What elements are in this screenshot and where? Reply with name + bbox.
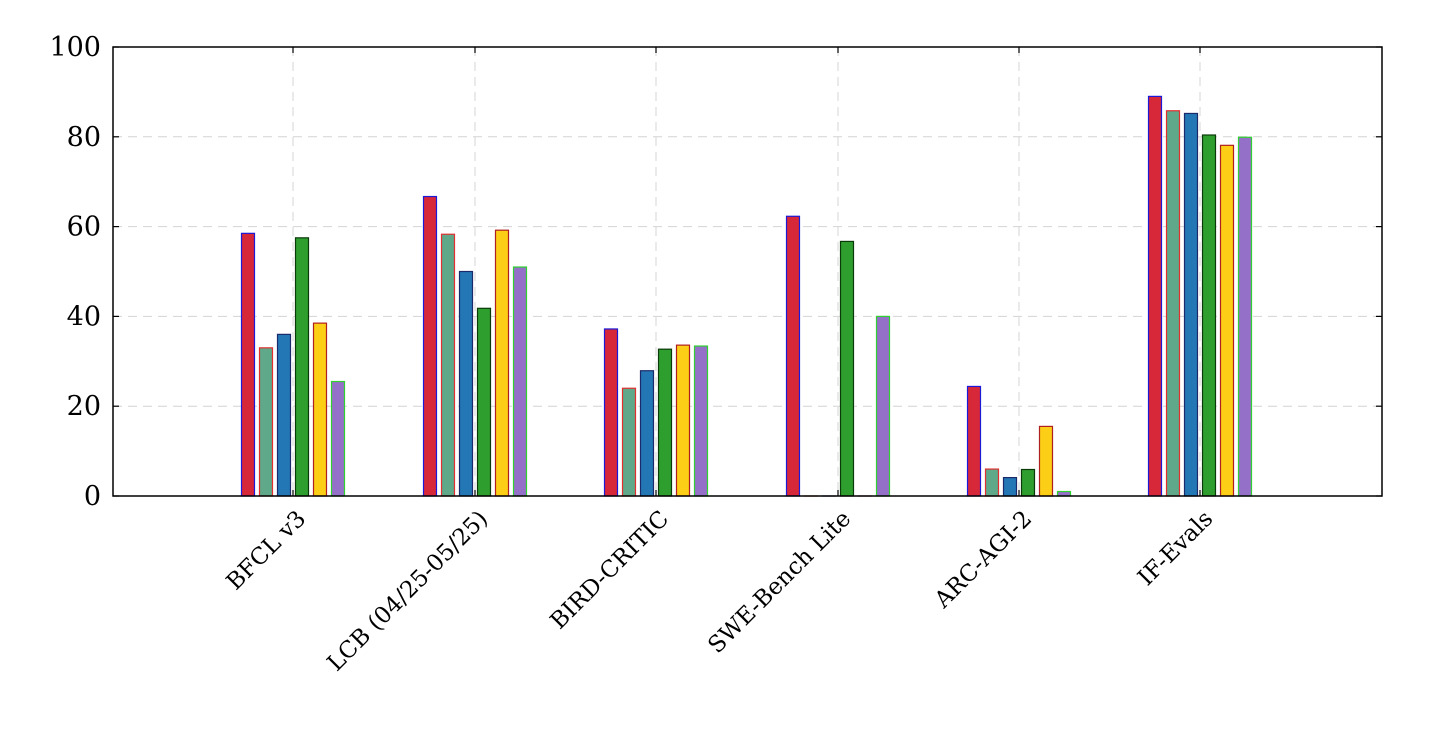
- bar: [621, 387, 637, 497]
- bar: [603, 328, 619, 497]
- bar: [657, 348, 673, 497]
- x-tick-label: LCB (04/25-05/25): [323, 506, 494, 677]
- bar: [1147, 95, 1163, 497]
- bar-series-6: [330, 136, 1253, 497]
- bar-series-2: [258, 110, 1181, 497]
- x-axis: BFCL v3 LCB (04/25-05/25) BIRD-CRITIC SWE-B…: [222, 47, 1218, 677]
- bar: [675, 344, 691, 497]
- bar: [875, 315, 891, 497]
- y-tick-label: 80: [67, 122, 101, 153]
- bar: [984, 468, 1000, 497]
- plot-frame: [112, 46, 1383, 497]
- bar: [1201, 134, 1217, 497]
- bar: [1020, 468, 1036, 497]
- y-tick-label: 20: [67, 391, 101, 422]
- bar: [240, 232, 256, 497]
- bar: [312, 322, 328, 497]
- bar: [966, 385, 982, 497]
- bar-series: [240, 95, 1253, 497]
- x-tick-label: BFCL v3: [222, 506, 312, 596]
- bar-series-1: [240, 95, 1163, 497]
- x-tick-label: BIRD-CRITIC: [546, 506, 675, 635]
- bar: [458, 270, 474, 497]
- bar-series-4: [294, 134, 1217, 497]
- y-tick-label: 60: [67, 212, 101, 243]
- x-tick-label: IF-Evals: [1133, 506, 1218, 591]
- bar: [1002, 476, 1018, 497]
- bar: [693, 345, 709, 497]
- bar: [839, 240, 855, 497]
- y-tick-label: 100: [49, 32, 101, 63]
- bar: [440, 233, 456, 497]
- x-tick-label: SWE-Bench Lite: [703, 506, 856, 659]
- bar: [1219, 144, 1235, 497]
- bar: [330, 380, 346, 497]
- bar: [1038, 425, 1054, 497]
- y-tick-label: 0: [84, 481, 101, 512]
- bar: [476, 307, 492, 497]
- bar: [422, 195, 438, 497]
- bar: [276, 333, 292, 497]
- bar: [294, 237, 310, 497]
- bar: [1165, 110, 1181, 497]
- bar-series-5: [312, 144, 1235, 497]
- x-tick-label: ARC-AGI-2: [929, 506, 1037, 614]
- bar: [1183, 112, 1199, 497]
- bar: [1237, 136, 1253, 497]
- bar-series-3: [276, 112, 1199, 497]
- bar: [512, 266, 528, 497]
- bar: [785, 215, 801, 497]
- bar: [639, 370, 655, 497]
- y-axis: 0 20 40 60 80 100: [49, 32, 1382, 512]
- y-tick-label: 40: [67, 301, 101, 332]
- bar: [258, 347, 274, 497]
- bar: [494, 229, 510, 497]
